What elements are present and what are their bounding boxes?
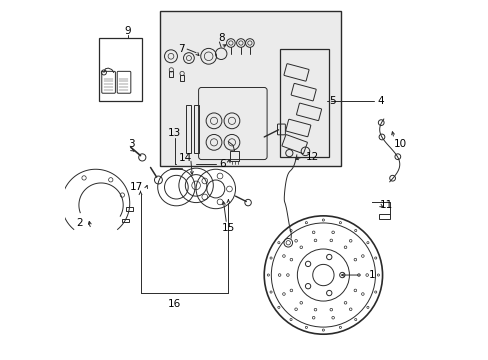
Bar	[99, 39, 142, 101]
Text: 5: 5	[328, 96, 335, 106]
Text: 13: 13	[167, 129, 181, 138]
Text: 1: 1	[368, 270, 374, 280]
Bar	[230, 150, 239, 161]
Bar	[194, 105, 199, 153]
Text: 7: 7	[178, 44, 184, 54]
Text: 10: 10	[393, 139, 406, 149]
Text: 6: 6	[219, 159, 226, 169]
Text: 8: 8	[218, 33, 224, 43]
Text: 17: 17	[130, 182, 143, 192]
Text: 16: 16	[167, 299, 181, 309]
Bar	[280, 49, 328, 157]
Text: 15: 15	[221, 224, 235, 233]
Text: 11: 11	[379, 200, 392, 210]
Text: 4: 4	[377, 96, 383, 106]
Bar	[160, 12, 341, 166]
Text: 2: 2	[76, 218, 82, 228]
Text: 3: 3	[128, 139, 135, 149]
Bar	[378, 214, 389, 220]
Bar	[125, 207, 133, 211]
Text: 12: 12	[305, 152, 319, 162]
Text: 9: 9	[124, 26, 131, 36]
Bar	[169, 71, 173, 77]
Bar	[180, 75, 184, 81]
Bar	[122, 219, 128, 222]
Bar	[186, 105, 191, 153]
Text: 14: 14	[178, 153, 192, 163]
